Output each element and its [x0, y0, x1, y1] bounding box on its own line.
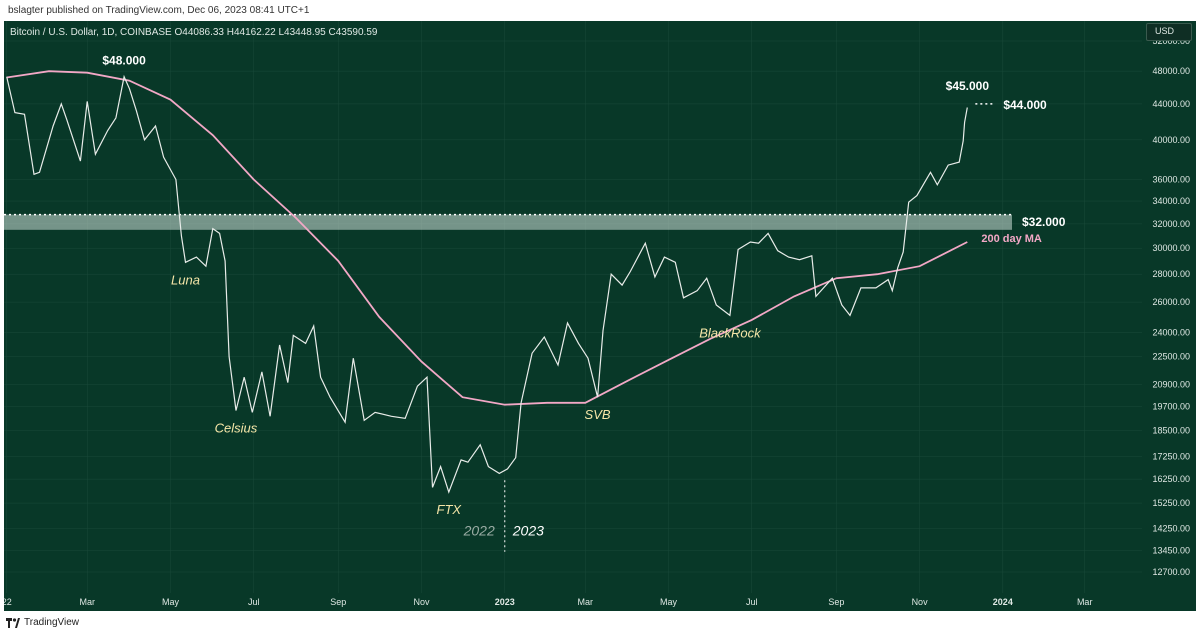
y-tick-label: 30000.00 [1152, 243, 1190, 253]
y-axis[interactable]: 52000.00 48000.00 44000.00 40000.00 36000.00… [1142, 21, 1196, 611]
annotation-label: $44.000 [1003, 98, 1047, 112]
x-tick-label: Mar [1077, 597, 1093, 607]
y-tick-label: 16250.00 [1152, 474, 1190, 484]
x-tick-label: Mar [79, 597, 95, 607]
x-tick-label: Jul [248, 597, 260, 607]
annotation-label: 200 day MA [981, 233, 1042, 245]
publisher-text: bslagter published on TradingView.com, D… [8, 5, 310, 16]
chart-legend: Bitcoin / U.S. Dollar, 1D, COINBASE O440… [10, 27, 378, 38]
x-tick-label: Sep [330, 597, 346, 607]
resistance-zone [4, 214, 1012, 230]
annotation-label: Luna [171, 272, 200, 287]
y-tick-label: 19700.00 [1152, 402, 1190, 412]
annotation-label: $45.000 [946, 79, 990, 93]
footer-brand: TradingView [24, 617, 80, 628]
y-tick-label: 24000.00 [1152, 327, 1190, 337]
currency-label: USD [1155, 26, 1175, 36]
x-tick-label: May [162, 597, 180, 607]
y-tick-label: 28000.00 [1152, 269, 1190, 279]
x-tick-label: May [660, 597, 678, 607]
grid-layer [4, 21, 1142, 593]
y-tick-label: 18500.00 [1152, 425, 1190, 435]
y-axis-svg: 52000.00 48000.00 44000.00 40000.00 36000.00… [1152, 36, 1190, 577]
y-tick-label: 52000.00 [1152, 36, 1190, 46]
annotation-label: FTX [437, 502, 463, 517]
resistance-label: $32.000 [1022, 215, 1066, 229]
y-tick-label: 48000.00 [1152, 66, 1190, 76]
year-label-2022: 2022 [463, 522, 495, 538]
x-axis: 22 Mar May Jul Sep Nov 2023 Mar May Jul Sep Nov 2024… [2, 593, 1142, 611]
x-tick-label: Jul [746, 597, 758, 607]
y-tick-label: 40000.00 [1152, 135, 1190, 145]
currency-button[interactable]: USD [1146, 23, 1192, 41]
y-tick-label: 17250.00 [1152, 452, 1190, 462]
x-tick-label: Sep [828, 597, 844, 607]
price-line [6, 74, 968, 494]
annotation-layer: $48.000 Luna Celsius FTX SVB BlackRock $45.000… [102, 54, 1065, 539]
x-tick-label: Nov [912, 597, 929, 607]
y-tick-label: 44000.00 [1152, 99, 1190, 109]
annotation-label: $48.000 [102, 54, 146, 68]
chart-plot-area[interactable]: Bitcoin / U.S. Dollar, 1D, COINBASE O440… [4, 21, 1142, 593]
x-tick-label: 22 [4, 597, 12, 607]
y-tick-label: 22500.00 [1152, 352, 1190, 362]
annotation-label: SVB [585, 407, 611, 422]
footer: TradingView [0, 611, 1200, 635]
y-tick-label: 14250.00 [1152, 524, 1190, 534]
x-axis-svg: 22 Mar May Jul Sep Nov 2023 Mar May Jul Sep Nov 2024… [2, 597, 1093, 607]
x-tick-label: Mar [578, 597, 594, 607]
y-tick-label: 26000.00 [1152, 297, 1190, 307]
y-tick-label: 20900.00 [1152, 379, 1190, 389]
annotation-label: Celsius [215, 420, 258, 435]
year-label-2023: 2023 [512, 522, 544, 538]
y-tick-label: 32000.00 [1152, 219, 1190, 229]
y-tick-label: 15250.00 [1152, 498, 1190, 508]
x-tick-label: Nov [414, 597, 431, 607]
x-tick-label: 2023 [495, 597, 515, 607]
y-tick-label: 36000.00 [1152, 175, 1190, 185]
y-tick-label: 34000.00 [1152, 196, 1190, 206]
ma-200-line [6, 70, 968, 406]
y-tick-label: 13450.00 [1152, 545, 1190, 555]
publish-header: bslagter published on TradingView.com, D… [0, 0, 1200, 20]
y-tick-label: 12700.00 [1152, 567, 1190, 577]
x-tick-label: 2024 [993, 597, 1013, 607]
annotation-label: BlackRock [699, 325, 762, 340]
tradingview-logo-icon [6, 618, 20, 628]
price-chart-svg[interactable]: Bitcoin / U.S. Dollar, 1D, COINBASE O440… [4, 21, 1142, 593]
